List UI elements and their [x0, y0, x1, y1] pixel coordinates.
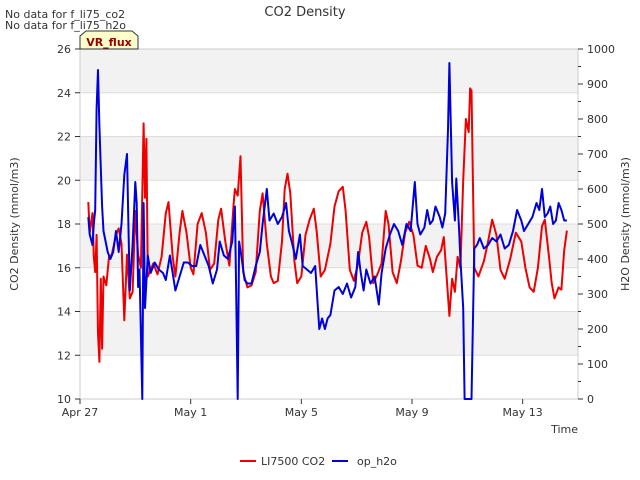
x-tick-label-4: May 1 — [174, 406, 207, 419]
y-axis-left-label: CO2 Density (mmol/m3) — [8, 157, 21, 290]
right-tick-label-400: 400 — [587, 253, 608, 266]
right-tick-label-1000: 1000 — [587, 43, 615, 56]
series-layer — [87, 62, 568, 400]
x-tick-label-16: May 13 — [503, 406, 543, 419]
left-tick-label-16: 16 — [57, 262, 71, 275]
right-tick-label-800: 800 — [587, 113, 608, 126]
x-tick-label-8: May 5 — [285, 406, 318, 419]
legend: LI7500 CO2 op_h2o — [240, 455, 397, 468]
right-tick-label-0: 0 — [587, 393, 594, 406]
band-2 — [80, 136, 578, 181]
right-tick-label-900: 900 — [587, 78, 608, 91]
right-tick-label-600: 600 — [587, 183, 608, 196]
x-axis: Apr 27 May 1 May 5 May 9 May 13 — [62, 399, 543, 419]
legend-label-0: LI7500 CO2 — [261, 455, 325, 468]
left-tick-label-18: 18 — [57, 218, 71, 231]
no-data-note-co2: No data for f_li75_co2 — [5, 8, 125, 21]
x-tick-label-12: May 9 — [395, 406, 428, 419]
series-line-1 — [87, 62, 567, 400]
chart-title: CO2 Density — [264, 5, 345, 20]
vr-flux-badge-box — [79, 30, 139, 50]
right-tick-label-100: 100 — [587, 358, 608, 371]
left-tick-label-26: 26 — [57, 43, 71, 56]
right-tick-label-700: 700 — [587, 148, 608, 161]
vr-flux-badge: VR_flux — [79, 30, 139, 50]
right-tick-label-300: 300 — [587, 288, 608, 301]
x-axis-label: Time — [550, 423, 578, 436]
left-tick-label-20: 20 — [57, 174, 71, 187]
background-bands — [80, 49, 578, 356]
y-axis-right-label: H2O Density (mmol/m3) — [619, 157, 632, 291]
left-tick-label-12: 12 — [57, 349, 71, 362]
legend-label-1: op_h2o — [357, 455, 397, 468]
right-tick-label-500: 500 — [587, 218, 608, 231]
series-line-0 — [87, 87, 568, 363]
left-axis: 10 12 14 16 18 20 22 24 26 — [57, 43, 80, 406]
band-0 — [80, 311, 578, 356]
left-tick-label-24: 24 — [57, 87, 71, 100]
vr-flux-badge-label: VR_flux — [86, 36, 132, 49]
x-tick-label-0: Apr 27 — [62, 406, 99, 419]
left-tick-label-22: 22 — [57, 131, 71, 144]
right-axis: 0 100 200 300 400 500 600 700 800 900 1000 — [578, 43, 615, 406]
left-tick-label-14: 14 — [57, 306, 71, 319]
right-tick-label-200: 200 — [587, 323, 608, 336]
left-tick-label-10: 10 — [57, 393, 71, 406]
band-3 — [80, 49, 578, 93]
no-data-note-h2o: No data for f_li75_h2o — [5, 19, 126, 32]
